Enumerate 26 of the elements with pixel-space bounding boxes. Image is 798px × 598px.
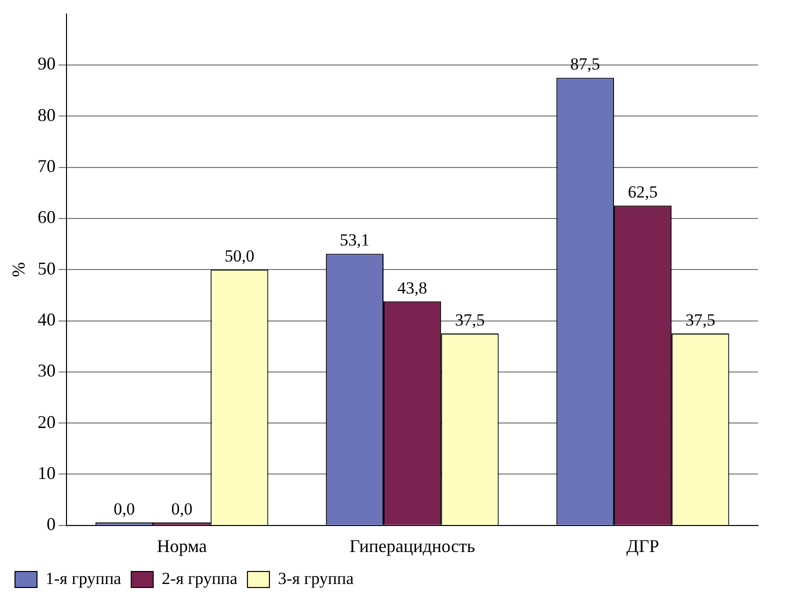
y-tick-label: 30 bbox=[38, 360, 56, 381]
legend-label: 1-я группа bbox=[46, 568, 122, 588]
data-label: 37,5 bbox=[686, 310, 716, 330]
y-tick-label: 40 bbox=[38, 309, 56, 330]
y-tick-label: 80 bbox=[38, 104, 56, 125]
y-tick-label: 50 bbox=[38, 258, 56, 278]
legend-label: 2-я группа bbox=[162, 568, 238, 588]
legend-label: 3-я группа bbox=[278, 568, 354, 588]
y-axis-title: % bbox=[8, 262, 29, 278]
x-tick-label: ДГР bbox=[626, 536, 660, 556]
y-tick-label: 20 bbox=[38, 412, 56, 432]
data-label: 0,0 bbox=[171, 499, 192, 518]
data-label: 62,5 bbox=[628, 182, 658, 202]
y-tick-label: 70 bbox=[38, 156, 56, 176]
data-label: 43,8 bbox=[397, 278, 428, 298]
x-tick-label: Норма bbox=[156, 536, 207, 556]
y-tick-label: 10 bbox=[38, 462, 56, 483]
data-label: 50,0 bbox=[224, 246, 254, 266]
data-label: 87,5 bbox=[570, 54, 600, 74]
data-label: 0,0 bbox=[114, 499, 135, 518]
y-tick-label: 90 bbox=[38, 54, 56, 74]
y-tick-label: 0 bbox=[46, 514, 56, 534]
data-label: 53,1 bbox=[340, 230, 370, 250]
x-tick-label: Гиперацидность bbox=[350, 536, 476, 556]
data-label: 37,5 bbox=[455, 310, 485, 330]
y-tick-label: 60 bbox=[38, 207, 56, 228]
